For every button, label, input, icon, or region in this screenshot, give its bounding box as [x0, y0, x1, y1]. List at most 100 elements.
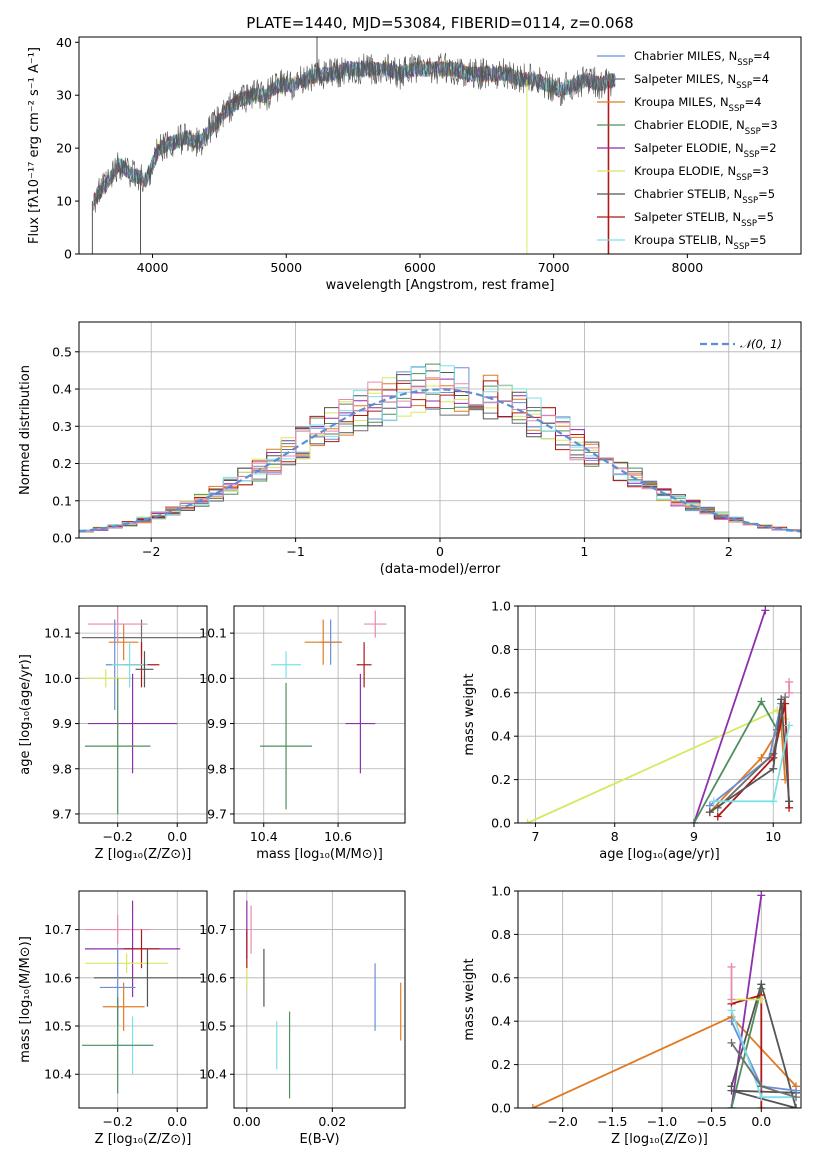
weight-marker — [689, 819, 698, 823]
y-tick-label: 10.0 — [44, 671, 72, 686]
y-tick-label: 0.4 — [491, 1014, 511, 1029]
y-tick-label: 9.9 — [52, 716, 72, 731]
panel-weight_vs_age: 7 8 9 10 0.0 0.2 0.4 0.6 0.8 1.0 age [log₁₀(age/yr… — [462, 599, 802, 862]
histogram-step — [79, 380, 801, 533]
panel-spectrum: 4000 5000 6000 7000 8000 0 10 20 30 40 wavelength … — [27, 35, 802, 293]
spectrum-line — [93, 60, 616, 204]
y-tick-label: 0 — [64, 247, 72, 262]
y-tick-label: 10.7 — [44, 922, 72, 937]
x-tick-label: −0.2 — [103, 1114, 133, 1129]
y-tick-label: 0.0 — [491, 816, 511, 831]
weight-marker — [727, 995, 736, 1004]
y-tick-label: 9.7 — [207, 806, 227, 821]
x-tick-label: 0.0 — [751, 1114, 771, 1129]
panel-weight_vs_Z: −2.0 −1.5 −1.0 −0.5 0.0 0.0 0.2 0.4 0.6 0.8 1.0 Z [… — [462, 884, 802, 1147]
weight-marker — [727, 1086, 736, 1095]
weight-marker — [769, 797, 778, 806]
axes-frame — [233, 605, 406, 824]
legend-entry: Kroupa ELODIE, NSSP=3 — [634, 164, 769, 183]
weight-line — [693, 610, 767, 823]
weight-marker — [757, 891, 766, 900]
weight-line — [532, 1015, 797, 1108]
x-tick-label: −0.2 — [103, 829, 133, 844]
plot-area — [528, 891, 801, 1108]
weight-marker — [727, 1017, 736, 1026]
x-tick-label: 5000 — [270, 260, 302, 275]
x-tick-label: 2 — [725, 544, 733, 559]
plot-area — [523, 606, 794, 823]
x-axis-label: Z [log₁₀(Z/Z⊙)] — [95, 847, 192, 862]
y-tick-label: 0.2 — [491, 1057, 511, 1072]
y-tick-label: 0.6 — [491, 685, 511, 700]
y-axis-label: Flux [fλ10⁻¹⁷ erg cm⁻² s⁻¹ A⁻¹] — [27, 47, 42, 244]
legend-entry: Chabrier MILES, NSSP=4 — [634, 49, 770, 68]
y-tick-label: 0.4 — [491, 729, 511, 744]
x-tick-label: 6000 — [404, 260, 436, 275]
y-tick-label: 9.8 — [207, 761, 227, 776]
y-tick-label: 0.2 — [491, 772, 511, 787]
weight-line — [709, 699, 790, 813]
axes-frame — [78, 321, 802, 539]
y-tick-label: 10.5 — [199, 1019, 227, 1034]
y-tick-label: 0.1 — [52, 493, 72, 508]
weight-line — [730, 981, 797, 1108]
weight-marker — [713, 812, 722, 821]
y-tick-label: 10.1 — [44, 626, 72, 641]
plot-area — [91, 37, 616, 254]
y-tick-label: 30 — [56, 88, 72, 103]
x-axis-label: wavelength [Angstrom, rest frame] — [326, 278, 555, 293]
x-tick-label: 0 — [436, 544, 444, 559]
plot-area — [79, 363, 801, 533]
legend-entry: 𝒩(0, 1) — [740, 337, 782, 351]
legend: Chabrier MILES, NSSP=4 Salpeter MILES, NS… — [597, 49, 778, 252]
x-axis-label: Z [log₁₀(Z/Z⊙)] — [95, 1132, 192, 1147]
axes-frame — [78, 605, 208, 824]
x-tick-label: 0.00 — [233, 1114, 261, 1129]
y-tick-label: 10.4 — [199, 1067, 227, 1082]
y-tick-label: 0.4 — [52, 382, 72, 397]
y-tick-label: 9.9 — [207, 716, 227, 731]
x-tick-label: 10.4 — [250, 829, 278, 844]
figure-title: PLATE=1440, MJD=53084, FIBERID=0114, z=0… — [246, 14, 633, 32]
weight-marker — [727, 962, 736, 971]
panel-residual_hist: −2 −1 0 1 2 0.0 0.1 0.2 0.3 0.4 0.5 (data-model)/er… — [18, 321, 802, 577]
y-tick-label: 10.5 — [44, 1019, 72, 1034]
y-tick-label: 10.0 — [199, 671, 227, 686]
y-tick-label: 0.8 — [491, 642, 511, 657]
axes-frame — [517, 605, 802, 824]
weight-marker — [757, 1093, 766, 1102]
weight-marker — [727, 1006, 736, 1015]
axes-frame — [78, 890, 208, 1109]
weight-marker — [727, 1038, 736, 1047]
x-tick-label: 7 — [531, 829, 539, 844]
x-tick-label: 0.0 — [167, 829, 187, 844]
y-tick-label: 10.1 — [199, 626, 227, 641]
weight-marker — [769, 764, 778, 773]
y-tick-label: 0.0 — [52, 531, 72, 546]
y-tick-label: 0.5 — [52, 344, 72, 359]
y-tick-label: 10.7 — [199, 922, 227, 937]
weight-marker — [792, 1093, 801, 1102]
y-tick-label: 0.0 — [491, 1101, 511, 1116]
weight-marker — [757, 1104, 766, 1108]
weight-marker — [769, 753, 778, 762]
x-tick-label: 0.0 — [167, 1114, 187, 1129]
plot-area — [246, 900, 402, 1099]
legend-entry: Salpeter ELODIE, NSSP=2 — [634, 141, 777, 160]
weight-marker — [523, 819, 532, 823]
weight-marker — [761, 606, 770, 615]
x-tick-label: 9 — [690, 829, 698, 844]
x-axis-label: (data-model)/error — [380, 562, 501, 577]
normal-curve — [79, 388, 801, 533]
weight-marker — [781, 699, 790, 708]
weight-marker — [757, 995, 766, 1004]
y-tick-label: 10 — [56, 194, 72, 209]
y-axis-label: mass [log₁₀(M/M⊙)] — [18, 936, 33, 1063]
weight-marker — [709, 797, 718, 806]
x-tick-label: 7000 — [538, 260, 570, 275]
x-tick-label: −1.0 — [647, 1114, 677, 1129]
legend-entry: Kroupa STELIB, NSSP=5 — [634, 233, 766, 252]
x-tick-label: −2 — [142, 544, 160, 559]
observed-spectrum — [93, 52, 616, 213]
